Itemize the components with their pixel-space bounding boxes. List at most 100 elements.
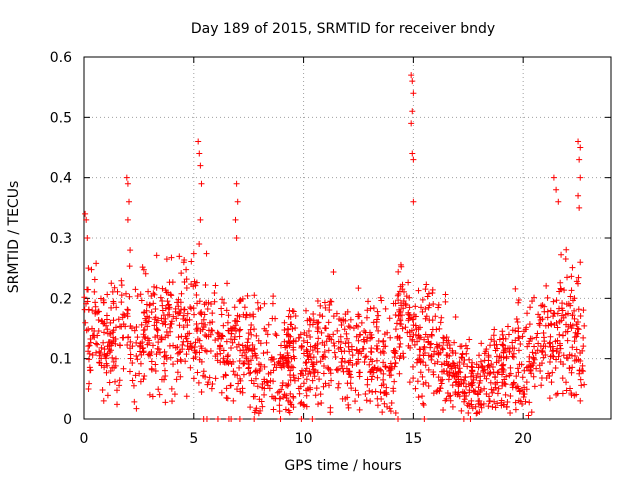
data-point (256, 396, 263, 403)
data-point (208, 385, 215, 392)
data-point (391, 347, 398, 354)
data-point (460, 380, 467, 387)
data-point (111, 284, 118, 291)
data-point (386, 405, 393, 412)
data-point (494, 379, 501, 386)
data-point (406, 379, 413, 386)
data-point (539, 316, 546, 323)
data-point (265, 321, 272, 328)
data-point (234, 198, 241, 205)
data-point (425, 290, 432, 297)
data-point (565, 310, 572, 317)
data-point (531, 343, 538, 350)
data-point (581, 322, 588, 329)
data-point (500, 349, 507, 356)
data-point (365, 298, 372, 305)
data-point (338, 359, 345, 366)
data-point (535, 340, 542, 347)
data-point (305, 327, 312, 334)
data-point (306, 315, 313, 322)
data-point (504, 399, 511, 406)
data-point (184, 316, 191, 323)
data-point (196, 240, 203, 247)
data-point (531, 356, 538, 363)
data-point (363, 353, 370, 360)
data-point (142, 270, 149, 277)
data-point (298, 343, 305, 350)
data-point (434, 344, 441, 351)
data-point (296, 334, 303, 341)
data-point (538, 349, 545, 356)
data-point (107, 339, 114, 346)
data-point (163, 256, 170, 263)
data-point (174, 369, 181, 376)
data-point (364, 307, 371, 314)
data-point (174, 344, 181, 351)
data-point (409, 363, 416, 370)
x-tick-label: 10 (295, 431, 313, 447)
data-point (356, 373, 363, 380)
data-point (127, 247, 134, 254)
data-point (162, 321, 169, 328)
data-point (468, 401, 475, 408)
data-point (93, 349, 100, 356)
data-point (411, 311, 418, 318)
data-point (151, 322, 158, 329)
data-point (322, 304, 329, 311)
data-point (369, 388, 376, 395)
data-point (335, 380, 342, 387)
data-point (560, 352, 567, 359)
data-point (347, 374, 354, 381)
data-point (169, 398, 176, 405)
data-point (224, 319, 231, 326)
data-point (214, 357, 221, 364)
data-point (363, 397, 370, 404)
data-point (236, 327, 243, 334)
data-point (315, 335, 322, 342)
data-point (398, 312, 405, 319)
data-point (249, 342, 256, 349)
data-point (568, 369, 575, 376)
data-point (139, 264, 146, 271)
data-point (220, 300, 227, 307)
data-point (170, 361, 177, 368)
data-point (297, 400, 304, 407)
data-point (430, 300, 437, 307)
data-point (197, 216, 204, 223)
data-point (398, 302, 405, 309)
data-point (571, 315, 578, 322)
data-point (356, 313, 363, 320)
data-point (104, 362, 111, 369)
data-point (217, 342, 224, 349)
data-point (314, 298, 321, 305)
data-point (458, 343, 465, 350)
data-point (505, 331, 512, 338)
data-point (514, 319, 521, 326)
data-point (417, 369, 424, 376)
data-point (396, 370, 403, 377)
data-point (515, 297, 522, 304)
data-point (507, 392, 514, 399)
data-point (140, 376, 147, 383)
data-point (204, 381, 211, 388)
data-point (131, 398, 138, 405)
chart-title: Day 189 of 2015, SRMTID for receiver bnd… (191, 21, 495, 37)
data-point (91, 327, 98, 334)
data-point (295, 385, 302, 392)
data-point (410, 375, 417, 382)
x-tick-label: 15 (404, 431, 422, 447)
data-point (364, 334, 371, 341)
data-point (509, 339, 516, 346)
data-point (422, 286, 429, 293)
data-point (540, 354, 547, 361)
data-point (87, 367, 94, 374)
data-point (332, 353, 339, 360)
data-point (110, 317, 117, 324)
data-point (490, 369, 497, 376)
data-point (231, 304, 238, 311)
data-point (104, 291, 111, 298)
data-point (217, 350, 224, 357)
data-point (158, 376, 165, 383)
data-point (232, 216, 239, 223)
data-point (132, 286, 139, 293)
